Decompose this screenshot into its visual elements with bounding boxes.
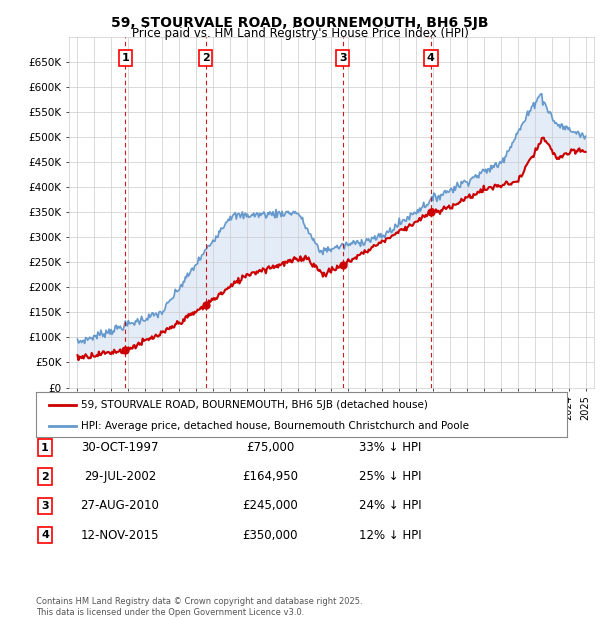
Text: £164,950: £164,950 [242, 471, 298, 483]
Text: 3: 3 [339, 53, 346, 63]
Text: £75,000: £75,000 [246, 441, 294, 454]
Text: 30-OCT-1997: 30-OCT-1997 [81, 441, 159, 454]
Text: 59, STOURVALE ROAD, BOURNEMOUTH, BH6 5JB (detached house): 59, STOURVALE ROAD, BOURNEMOUTH, BH6 5JB… [81, 400, 428, 410]
Text: £350,000: £350,000 [242, 529, 298, 541]
Text: 29-JUL-2002: 29-JUL-2002 [84, 471, 156, 483]
Text: 12-NOV-2015: 12-NOV-2015 [81, 529, 159, 541]
Text: 27-AUG-2010: 27-AUG-2010 [80, 500, 160, 512]
Text: 24% ↓ HPI: 24% ↓ HPI [359, 500, 421, 512]
Text: HPI: Average price, detached house, Bournemouth Christchurch and Poole: HPI: Average price, detached house, Bour… [81, 421, 469, 431]
Text: 12% ↓ HPI: 12% ↓ HPI [359, 529, 421, 541]
Text: Price paid vs. HM Land Registry's House Price Index (HPI): Price paid vs. HM Land Registry's House … [131, 27, 469, 40]
Text: 3: 3 [41, 501, 49, 511]
Text: Contains HM Land Registry data © Crown copyright and database right 2025.
This d: Contains HM Land Registry data © Crown c… [36, 598, 362, 617]
Text: £245,000: £245,000 [242, 500, 298, 512]
Text: 25% ↓ HPI: 25% ↓ HPI [359, 471, 421, 483]
Text: 2: 2 [41, 472, 49, 482]
Text: 33% ↓ HPI: 33% ↓ HPI [359, 441, 421, 454]
Text: 4: 4 [41, 530, 49, 540]
Text: 1: 1 [41, 443, 49, 453]
Text: 1: 1 [122, 53, 129, 63]
Text: 2: 2 [202, 53, 209, 63]
Text: 4: 4 [427, 53, 435, 63]
Text: 59, STOURVALE ROAD, BOURNEMOUTH, BH6 5JB: 59, STOURVALE ROAD, BOURNEMOUTH, BH6 5JB [111, 16, 489, 30]
